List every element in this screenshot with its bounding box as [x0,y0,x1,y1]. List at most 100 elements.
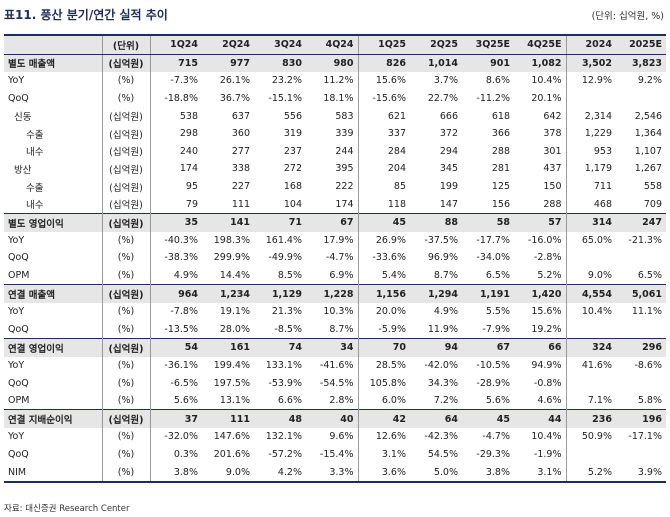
table-cell: -15.6% [357,89,410,108]
table-cell: -10.5% [476,359,510,371]
row-label: 방산 [14,164,32,176]
table-cell: -7.3% [149,72,202,90]
table-cell: 964 [149,284,202,303]
table-cell: 1,191 [462,284,514,303]
table-cell: 3,502 [565,53,616,73]
header-col: 2Q25 [410,33,462,55]
table-cell [565,320,616,339]
table-cell: 1,107 [634,145,662,157]
table-row: QoQ (%) 0.3% 201.6% -57.2% -15.4% 3.1% 54.5% -29… [4,445,666,464]
table-cell: 199 [439,181,458,193]
table-cell: 147.6% [213,431,250,443]
table-cell: 198.3% [213,234,250,246]
table-cell: 141 [202,212,254,232]
table-cell: 4.2% [254,463,306,483]
row-unit: (십억원) [101,53,150,73]
table-cell: 5.6% [485,395,510,407]
table-cell: 85 [357,177,410,196]
table-cell: 3,823 [616,53,666,73]
table-cell: 111 [231,198,250,210]
row-label: YoY [8,431,25,443]
table-cell: 5.0% [410,463,462,483]
table-cell: 715 [149,53,202,73]
table-cell: 244 [335,145,354,157]
table-cell: -17.1% [628,431,662,443]
table-row: QoQ (%) -13.5% 28.0% -8.5% 8.7% -5.9% 11.9% -7.9… [4,320,666,339]
row-label: 연결 매출액 [4,284,102,303]
table-cell: -1.9% [533,448,562,460]
table-cell: 538 [149,107,202,125]
row-label: 연결 영업이익 [4,338,102,357]
table-cell [565,249,616,267]
table-cell: -40.3% [149,231,202,250]
row-label: YoY [8,75,25,87]
table-cell: 45 [462,409,514,429]
table-cell: 11.1% [631,306,662,318]
table-cell: 20.0% [357,302,410,321]
table-cell: -15.4% [319,448,354,460]
table-cell: 20.1% [531,93,562,105]
table-cell: 10.4% [565,302,616,321]
table-cell: 5.4% [357,266,410,285]
table-cell: 94.9% [531,359,562,371]
table-cell: 2.8% [329,395,354,407]
table-cell: -8.6% [634,359,662,371]
table-cell: 366 [491,128,510,140]
table-cell: 133.1% [265,359,302,371]
row-unit: (%) [101,463,150,483]
table-row: 신동 (십억원) 538 637 556 583 621 666 618 642 2,314 2,54… [4,107,666,125]
table-cell: 4.9% [149,266,202,285]
table-row: 연결 영업이익 (십억원) 54 161 74 34 70 94 67 66 324 296 [4,338,666,357]
row-label: 내수 [26,200,44,212]
row-unit: (%) [101,89,150,108]
table-cell: 339 [335,128,354,140]
table-cell [565,374,616,392]
table-cell: -41.6% [319,359,354,371]
table-cell: 174 [149,160,202,178]
table-cell: 21.3% [271,306,302,318]
table-cell: 66 [514,338,566,357]
table-cell: 372 [439,128,458,140]
table-cell: 284 [357,142,410,161]
table-cell: 8.6% [485,75,510,87]
table-cell: 26.9% [357,231,410,250]
table-cell: 17.9% [323,234,354,246]
row-unit: (십억원) [101,177,150,196]
table-cell: -53.9% [268,377,302,389]
table-cell: 147 [439,198,458,210]
table-cell: -57.2% [268,448,302,460]
header-row: (단위) 1Q24 2Q24 3Q24 4Q24 1Q25 2Q25 3Q25E 4Q25E 20… [4,33,666,55]
table-cell: 67 [306,212,358,232]
table-cell [616,374,666,392]
table-cell: 28.5% [357,356,410,375]
table-cell: 10.4% [531,75,562,87]
table-cell: -36.1% [149,356,202,375]
table-cell: 980 [306,53,358,73]
table-row: 방산 (십억원) 174 338 272 395 204 345 281 437 1,179 1,26… [4,160,666,178]
table-cell: 272 [283,163,302,175]
table-cell: 161.4% [265,234,302,246]
table-cell [616,446,666,464]
row-unit: (%) [101,428,150,446]
table-cell: 314 [565,212,616,232]
table-cell: 26.1% [219,75,250,87]
row-unit: (십억원) [101,212,150,232]
table-cell: -2.8% [533,252,562,264]
table-cell: 437 [543,163,562,175]
table-cell: 6.9% [329,270,354,282]
table-cell: 6.5% [637,270,662,282]
table-cell: 618 [491,110,510,122]
header-col: 1Q25 [357,33,410,55]
table-cell: 18.1% [323,93,354,105]
table-row: 수출 (십억원) 95 227 168 222 85 199 125 150 711 558 [4,177,666,196]
table-cell: 1,294 [410,284,462,303]
table-cell: 34.3% [427,377,458,389]
table-cell: 1,228 [306,284,358,303]
table-cell: 711 [565,177,616,196]
row-label: YoY [8,234,25,246]
table-row: NIM (%) 3.8% 9.0% 4.2% 3.3% 3.6% 5.0% 3.8% 3.1% 5.… [4,463,666,483]
row-unit: (%) [101,320,150,339]
row-unit: (%) [101,391,150,410]
table-row: YoY (%) -40.3% 198.3% 161.4% 17.9% 26.9% -37.5%… [4,231,666,250]
